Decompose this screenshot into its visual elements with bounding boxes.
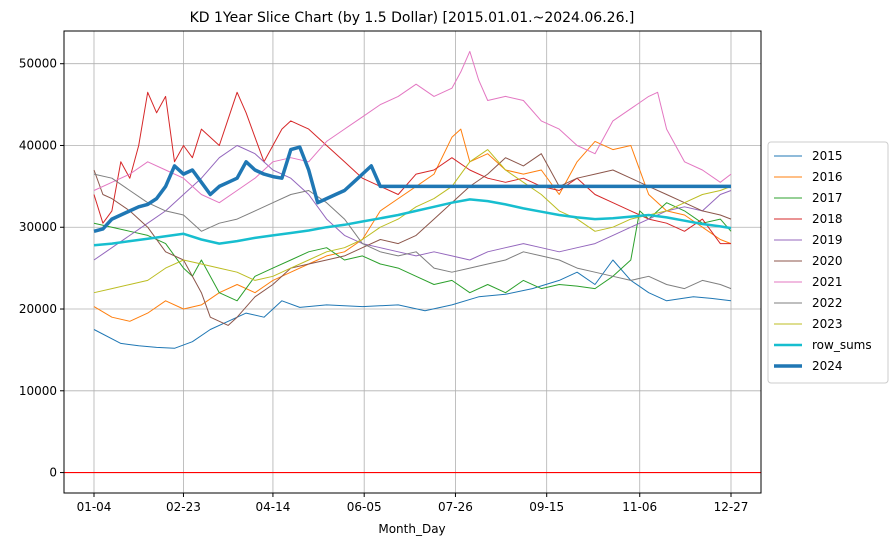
x-tick-label: 02-23 xyxy=(166,500,201,514)
x-tick-label: 11-06 xyxy=(622,500,657,514)
legend-label: 2023 xyxy=(812,317,843,331)
legend: 2015 2016 2017 2018 2019 2020 2021 2022 2023 row_… xyxy=(767,141,889,384)
y-tick-label: 50000 xyxy=(19,57,57,71)
y-tick-label: 30000 xyxy=(19,220,57,234)
x-axis-title: Month_Day xyxy=(378,522,445,536)
plot-frame xyxy=(63,30,762,494)
series-line-2023 xyxy=(93,149,732,294)
legend-label: row_sums xyxy=(812,338,872,352)
grid xyxy=(64,31,761,493)
legend-label: 2024 xyxy=(812,359,843,373)
chart-title: KD 1Year Slice Chart (by 1.5 Dollar) [20… xyxy=(190,10,635,26)
series-line-2019 xyxy=(93,145,732,261)
x-axis: 01-04 02-23 04-14 06-05 07-26 09-15 11-06 12-27 xyxy=(77,493,749,514)
y-tick-label: 0 xyxy=(49,466,57,480)
legend-label: 2017 xyxy=(812,191,843,205)
series-line-2022 xyxy=(93,173,732,290)
series-line-2024 xyxy=(93,145,731,233)
legend-label: 2016 xyxy=(812,170,843,184)
y-tick-label: 10000 xyxy=(19,384,57,398)
x-tick-label: 07-26 xyxy=(438,500,473,514)
y-axis: 0 10000 20000 30000 40000 50000 xyxy=(19,57,64,480)
legend-label: 2015 xyxy=(812,149,843,163)
x-tick-label: 06-05 xyxy=(347,500,382,514)
series-line-2020 xyxy=(93,153,732,326)
y-tick-label: 40000 xyxy=(19,138,57,152)
series-line-2021 xyxy=(93,50,732,204)
legend-label: 2019 xyxy=(812,233,843,247)
legend-box xyxy=(767,141,889,384)
x-tick-label: 09-15 xyxy=(529,500,564,514)
legend-label: 2018 xyxy=(812,212,843,226)
x-tick-label: 01-04 xyxy=(77,500,112,514)
legend-label: 2020 xyxy=(812,254,843,268)
x-tick-label: 12-27 xyxy=(714,500,749,514)
series-line-2017 xyxy=(93,202,732,302)
x-tick-label: 04-14 xyxy=(255,500,290,514)
legend-label: 2022 xyxy=(812,296,843,310)
series-line-row_sums xyxy=(93,198,732,247)
series-line-2018 xyxy=(93,91,731,245)
series-layer xyxy=(93,50,732,349)
legend-label: 2021 xyxy=(812,275,843,289)
series-line-2016 xyxy=(93,128,732,322)
series-line-2015 xyxy=(93,259,732,349)
y-tick-label: 20000 xyxy=(19,302,57,316)
